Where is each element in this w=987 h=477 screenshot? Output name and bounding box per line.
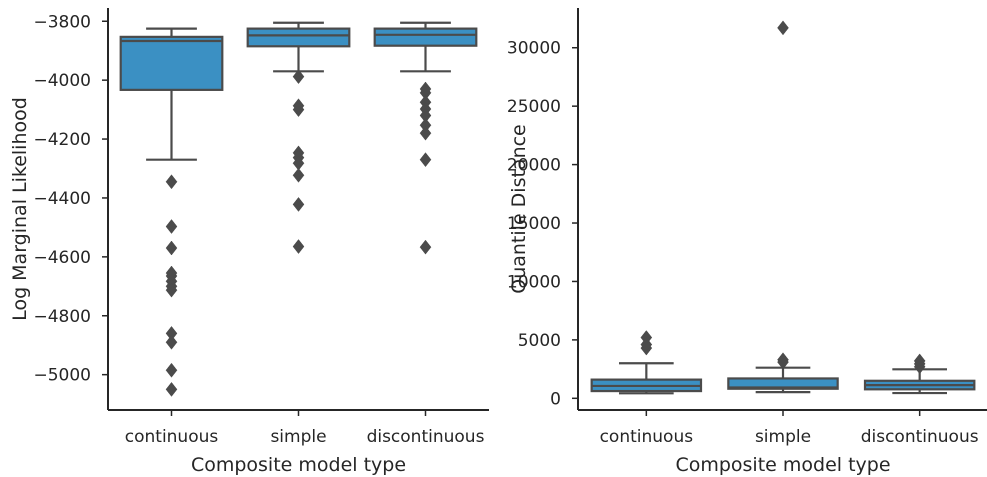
x-tick-label: simple: [270, 427, 326, 447]
outlier-point: [419, 239, 432, 255]
y-tick-label: 15000: [507, 214, 561, 234]
box-body: [119, 35, 224, 91]
y-tick-label: −4600: [33, 248, 91, 268]
outlier-point: [165, 240, 178, 256]
box-body: [373, 27, 478, 47]
y-axis-label: Quantile Distance: [508, 124, 530, 294]
outlier-point: [165, 219, 178, 234]
x-tick-label: continuous: [125, 427, 219, 447]
box-continuous: continuous: [590, 330, 703, 447]
y-tick-label: 25000: [507, 97, 561, 117]
x-tick-label: continuous: [600, 427, 694, 447]
y-tick-label: 5000: [518, 331, 561, 351]
box-body: [246, 27, 351, 48]
x-tick-label: simple: [755, 427, 811, 447]
outlier-point: [165, 381, 178, 397]
x-tick-label: discontinuous: [861, 427, 979, 447]
y-tick-label: −4200: [33, 130, 91, 150]
outlier-point: [165, 282, 178, 298]
outlier-point: [419, 125, 432, 141]
x-axis-label: Composite model type: [191, 454, 406, 476]
outlier-point: [640, 330, 653, 345]
y-tick-label: −4000: [33, 71, 91, 91]
outlier-point: [165, 362, 178, 378]
outlier-point: [292, 167, 305, 183]
outlier-point: [777, 352, 789, 368]
outlier-point: [777, 20, 789, 36]
y-tick-label: −5000: [33, 366, 91, 386]
box-continuous: continuous: [119, 27, 224, 447]
outlier-point: [292, 239, 305, 254]
outlier-point: [165, 334, 178, 350]
outlier-point: [292, 69, 305, 85]
outlier-point: [292, 102, 305, 118]
box-discontinuous: discontinuous: [367, 21, 485, 447]
outlier-point: [913, 353, 926, 369]
chart-panel-2: 0 5000 10000 15000 20000 25000 30000 continuous…: [507, 8, 987, 476]
x-tick-label: discontinuous: [367, 427, 485, 447]
box-discontinuous: discontinuous: [861, 353, 979, 447]
outlier-point: [419, 152, 432, 168]
box-body: [727, 377, 839, 390]
box-simple: simple: [246, 21, 351, 447]
y-tick-label: −4800: [33, 307, 91, 327]
box-simple: simple: [727, 20, 839, 447]
y-tick-label: 20000: [507, 156, 561, 176]
chart-panel-1: −3800 −4000 −4200 −4400 −4600 −4800 −5000 conti…: [9, 8, 489, 476]
x-axis-label: Composite model type: [675, 454, 890, 476]
y-tick-label: 10000: [507, 272, 561, 292]
y-axis-label: Log Marginal Likelihood: [9, 97, 31, 321]
y-tick-label: −3800: [33, 12, 91, 32]
outlier-point: [292, 197, 305, 212]
outlier-point: [165, 174, 178, 190]
y-tick-label: −4400: [33, 189, 91, 209]
y-tick-label: 30000: [507, 39, 561, 59]
y-tick-label: 0: [550, 389, 561, 409]
